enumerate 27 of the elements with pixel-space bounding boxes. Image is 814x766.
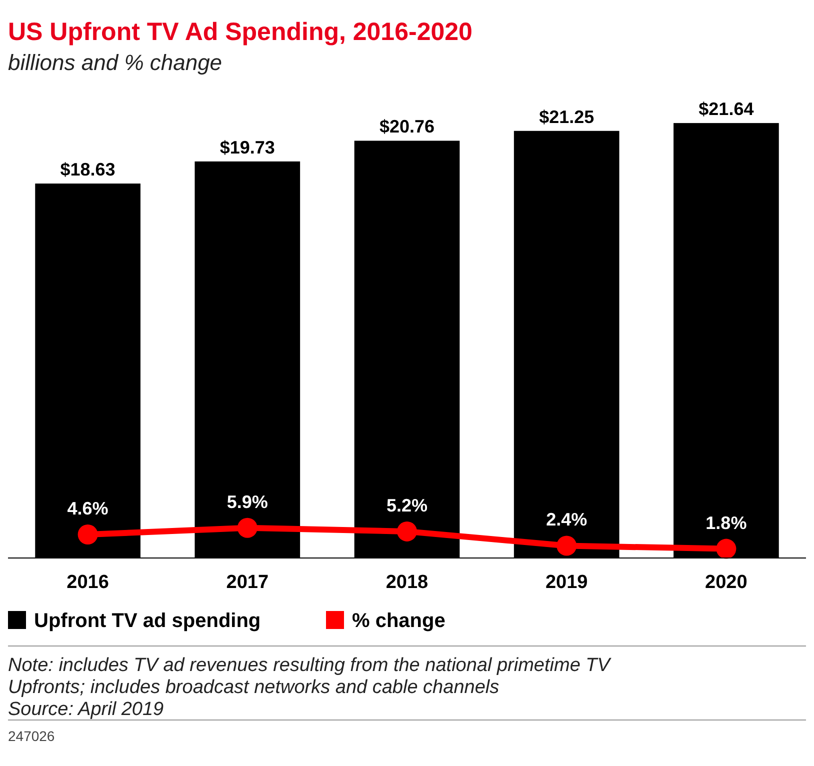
data-label: 1.8% [706,512,747,533]
data-label: $18.63 [60,160,116,180]
data-label: $21.25 [539,106,594,127]
data-label: 5.9% [226,492,268,512]
legend-label: Upfront TV ad spending [34,610,261,632]
chart-title: US Upfront TV Ad Spending, 2016-2020 [8,18,472,46]
x-tick-label: 2017 [226,572,269,593]
data-label: $19.73 [220,137,275,158]
point [397,521,417,542]
x-tick-label: 2019 [545,572,588,593]
x-tick-label: 2018 [386,572,428,593]
data-label: $21.64 [698,99,754,120]
point [716,538,736,559]
legend-label: % change [352,610,446,632]
text: 247026 [8,728,55,744]
data-label: 2.4% [546,510,588,530]
point [78,524,98,545]
source-note: Source: April 2019 [8,699,164,720]
data-label: 5.2% [386,495,428,516]
data-label: 4.6% [67,498,108,519]
x-tick-label: 2016 [66,572,109,593]
point [237,518,258,538]
chart-subtitle: billions and % change [8,50,222,75]
data-label: $20.76 [379,116,435,137]
text: Note: includes TV ad revenues resulting from the national primetime TV Upfronts; includes broadcast networks and cable channels [8,655,612,698]
point [556,536,577,556]
x-tick-label: 2020 [705,572,748,593]
